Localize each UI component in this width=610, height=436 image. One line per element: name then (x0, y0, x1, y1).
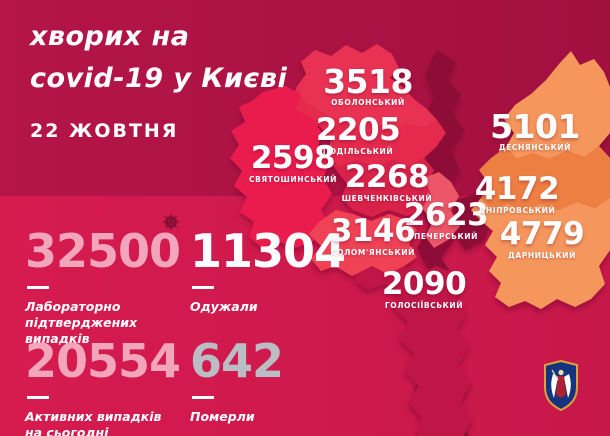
district-shape-sviatoshynskyi (230, 86, 332, 248)
district-label-obolonskyi: 3518 ОБОЛОНСЬКИЙ (323, 62, 413, 107)
stat-active: 20554 Активних випадків на сьогодні (25, 336, 190, 436)
district-shape-pecherskyi (422, 172, 460, 248)
stat-recovered-label: Одужали (190, 299, 258, 314)
district-name: ДЕСНЯНСЬКИЙ (498, 143, 572, 152)
district-value: 2623 (403, 197, 489, 233)
stat-deaths: 642 Померли (190, 336, 355, 425)
stat-active-value: 20554 (25, 334, 181, 388)
stat-active-label: Активних випадків на сьогодні (25, 409, 162, 436)
district-label-solomianskyi: 3146 СОЛОМ'ЯНСЬКИЙ (330, 213, 416, 258)
district-shape-desnianskyi (504, 51, 610, 159)
stat-dash (27, 286, 49, 289)
stat-recovered-value: 11304 (190, 224, 346, 278)
archangel-robe (556, 376, 566, 398)
district-shape-obolonskyi (296, 44, 437, 130)
report-date: 22 ЖОВТНЯ (30, 120, 179, 142)
district-name: СОЛОМ'ЯНСЬКИЙ (330, 248, 415, 257)
virus-icon (163, 214, 179, 230)
stat-recovered: 11304 Одужали (190, 226, 355, 315)
district-value: 2205 (315, 112, 401, 148)
district-label-darnytskyi: 4779 ДАРНИЦЬКИЙ (499, 216, 585, 261)
stat-confirmed: 32500 Лабораторно підтверджених випадків (25, 226, 190, 347)
archangel-sword (551, 369, 559, 381)
district-value: 4779 (499, 216, 585, 252)
title-line-2: covid-19 у Києві (30, 63, 288, 94)
district-value: 3518 (323, 62, 413, 101)
district-shape-shevchenkivskyi (326, 155, 436, 217)
district-shape-solomianskyi (309, 210, 417, 276)
district-label-podilskyi: 2205 ПОДІЛЬСЬКИЙ (315, 112, 401, 157)
district-label-holosiivskyi: 2090 ГОЛОСІЇВСЬКИЙ (381, 266, 467, 311)
district-value: 2268 (344, 159, 430, 195)
district-name: ПОДІЛЬСЬКИЙ (322, 147, 394, 156)
archangel-head (558, 369, 564, 376)
district-name: ДНІПРОВСЬКИЙ (478, 206, 556, 215)
stat-dash (27, 396, 49, 399)
title-line-1: хворих на (30, 21, 190, 52)
district-name: ГОЛОСІЇВСЬКИЙ (384, 301, 464, 310)
district-value: 2598 (250, 140, 336, 176)
kyiv-coat-of-arms (544, 360, 578, 412)
district-name: ПЕЧЕРСЬКИЙ (414, 232, 478, 241)
stat-dash (192, 396, 214, 399)
stat-confirmed-value: 32500 (25, 224, 181, 278)
district-value: 5101 (490, 107, 580, 146)
stat-confirmed-label: Лабораторно підтверджених випадків (25, 299, 138, 346)
district-name: ДАРНИЦЬКИЙ (508, 251, 576, 260)
district-label-dniprovskyi: 4172 ДНІПРОВСЬКИЙ (474, 171, 560, 216)
district-value: 4172 (474, 171, 560, 207)
stat-deaths-value: 642 (190, 334, 284, 388)
district-shape-dniprovskyi (479, 146, 610, 210)
stat-dash (192, 286, 214, 289)
district-label-pecherskyi: 2623 ПЕЧЕРСЬКИЙ (403, 197, 489, 242)
district-shape-holosiivskyi (356, 266, 472, 436)
district-shape-darnytskyi (471, 198, 610, 309)
district-name: СВЯТОШИНСЬКИЙ (248, 175, 338, 184)
district-label-sviatoshynskyi: 2598 СВЯТОШИНСЬКИЙ (248, 140, 338, 185)
page-title: хворих на covid-19 у Києві (30, 16, 287, 100)
district-label-desnianskyi: 5101 ДЕСНЯНСЬКИЙ (490, 107, 580, 152)
district-value: 2090 (381, 266, 467, 302)
archangel-wing-left (551, 374, 558, 398)
district-label-shevchenkivskyi: 2268 ШЕВЧЕНКІВСЬКИЙ (341, 159, 433, 204)
district-name: ШЕВЧЕНКІВСЬКИЙ (341, 194, 433, 203)
district-value: 3146 (330, 213, 416, 249)
district-name: ОБОЛОНСЬКИЙ (331, 98, 405, 107)
archangel-wing-right (564, 374, 571, 398)
district-shape-podilskyi (291, 88, 446, 167)
stat-deaths-label: Померли (190, 409, 255, 424)
